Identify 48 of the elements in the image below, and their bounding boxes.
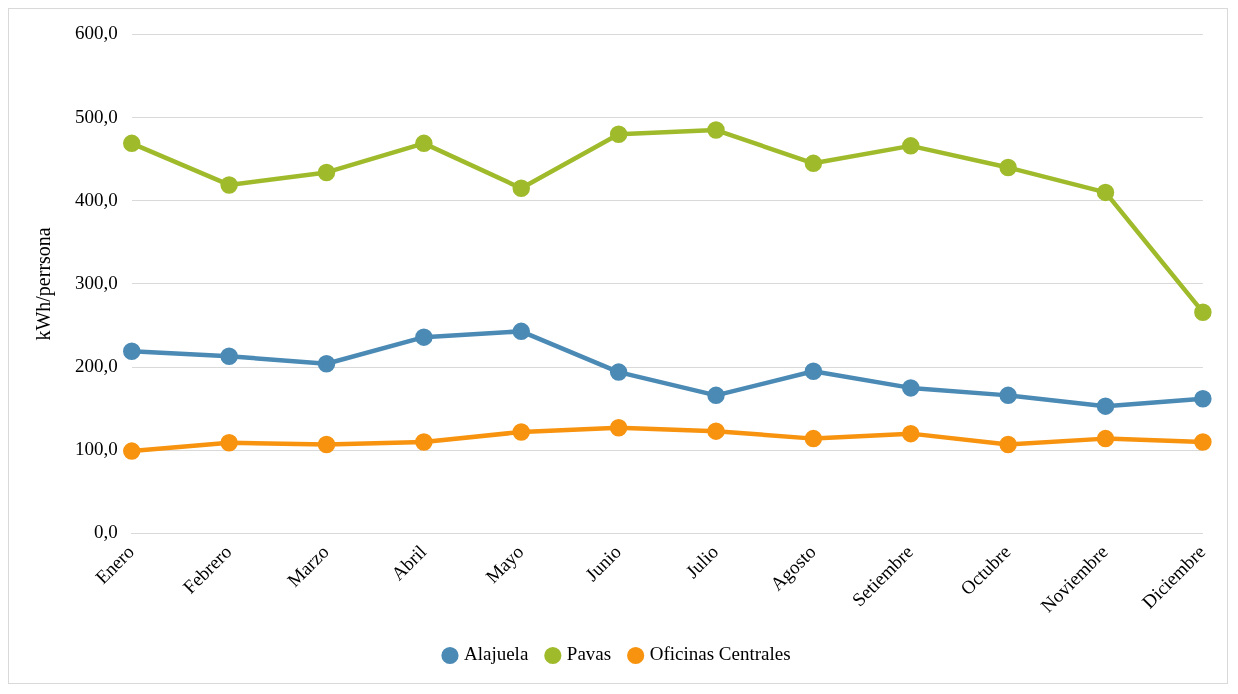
x-tick-label: Julio xyxy=(681,541,723,582)
point xyxy=(804,429,823,448)
point xyxy=(804,154,823,173)
point xyxy=(512,423,530,441)
point xyxy=(902,379,920,397)
point xyxy=(1096,429,1115,448)
point xyxy=(415,433,433,451)
y-tick-label: 500,0 xyxy=(75,105,118,127)
point xyxy=(1194,433,1212,451)
point xyxy=(999,435,1017,454)
point xyxy=(123,342,141,361)
point xyxy=(123,442,141,460)
point xyxy=(609,125,628,143)
legend-label: Alajuela xyxy=(463,643,529,665)
point xyxy=(512,179,530,198)
y-tick-label: 100,0 xyxy=(75,438,118,460)
point xyxy=(317,163,336,182)
point xyxy=(123,134,141,153)
y-tick-label: 400,0 xyxy=(75,188,118,210)
y-tick-label: 200,0 xyxy=(75,355,118,377)
point xyxy=(999,158,1017,177)
point xyxy=(220,434,238,452)
point xyxy=(707,386,725,405)
y-tick-label: 0,0 xyxy=(94,521,118,543)
y-tick-label: 600,0 xyxy=(75,22,118,44)
point xyxy=(804,362,823,380)
point xyxy=(317,355,336,373)
point xyxy=(902,424,920,443)
legend-label: Oficinas Centrales xyxy=(649,643,791,665)
point xyxy=(415,134,433,153)
point xyxy=(512,322,530,341)
point xyxy=(220,347,238,366)
legend-label: Pavas xyxy=(566,643,612,665)
y-axis-title: kWh/perrsona xyxy=(32,227,56,341)
point xyxy=(609,419,628,437)
point xyxy=(902,137,920,155)
y-tick-label: 300,0 xyxy=(75,271,118,293)
point xyxy=(1194,389,1212,408)
point xyxy=(415,328,433,346)
point xyxy=(707,121,725,139)
point xyxy=(707,422,725,440)
point xyxy=(1096,397,1115,415)
point xyxy=(999,386,1017,405)
point xyxy=(1096,183,1115,202)
point xyxy=(317,435,336,454)
point xyxy=(1194,303,1212,321)
point xyxy=(609,363,628,381)
point xyxy=(220,176,238,194)
